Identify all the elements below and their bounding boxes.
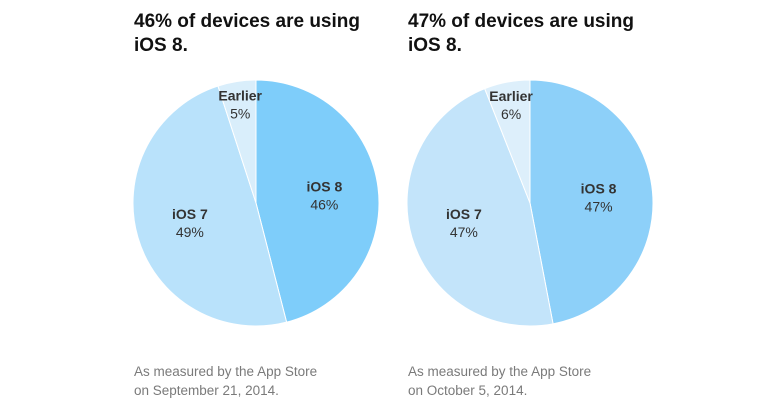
chart-title: 47% of devices are using iOS 8. xyxy=(408,10,668,58)
pie-slice-ios-7 xyxy=(406,87,554,327)
slice-label-ios-8: iOS 8 xyxy=(581,181,617,197)
chart-panel-oct: 47% of devices are using iOS 8. iOS 8 47%… xyxy=(400,0,660,408)
slice-value-ios-7: 47% xyxy=(450,224,478,240)
pie-chart: iOS 8 46% iOS 7 49% Earlier 5% xyxy=(132,79,380,327)
slice-label-ios-8: iOS 8 xyxy=(306,178,342,194)
pie-chart: iOS 8 47% iOS 7 47% Earlier 6% xyxy=(406,79,654,327)
chart-title-line-2: iOS 8. xyxy=(134,35,188,56)
pie-slice-ios-7 xyxy=(132,85,288,327)
pie-slice-earlier xyxy=(484,79,531,204)
slice-label-earlier: Earlier xyxy=(489,88,533,104)
chart-title-line-1: 46% of devices are using xyxy=(134,11,360,32)
chart-caption: As measured by the App Store on October … xyxy=(408,362,668,400)
slice-label-ios-7: iOS 7 xyxy=(446,206,482,222)
caption-line-2: on October 5, 2014. xyxy=(408,383,528,398)
slice-value-ios-8: 47% xyxy=(585,199,613,215)
slice-label-earlier: Earlier xyxy=(218,87,262,103)
pie-slice-ios-8 xyxy=(529,79,654,325)
slice-value-ios-7: 49% xyxy=(176,224,204,240)
chart-panel-sept: 46% of devices are using iOS 8. iOS 8 46%… xyxy=(126,0,386,408)
slice-label-ios-7: iOS 7 xyxy=(172,206,208,222)
caption-line-1: As measured by the App Store xyxy=(134,364,318,379)
slice-value-ios-8: 46% xyxy=(310,196,338,212)
chart-title-line-2: iOS 8. xyxy=(408,35,462,56)
pie-slice-ios-8 xyxy=(255,79,380,323)
slice-value-earlier: 5% xyxy=(230,105,250,121)
chart-title-line-1: 47% of devices are using xyxy=(408,11,634,32)
slice-value-earlier: 6% xyxy=(501,106,521,122)
caption-line-2: on September 21, 2014. xyxy=(134,383,279,398)
chart-title: 46% of devices are using iOS 8. xyxy=(134,10,394,58)
caption-line-1: As measured by the App Store xyxy=(408,364,592,379)
chart-caption: As measured by the App Store on Septembe… xyxy=(134,362,394,400)
pie-slice-earlier xyxy=(217,79,257,204)
